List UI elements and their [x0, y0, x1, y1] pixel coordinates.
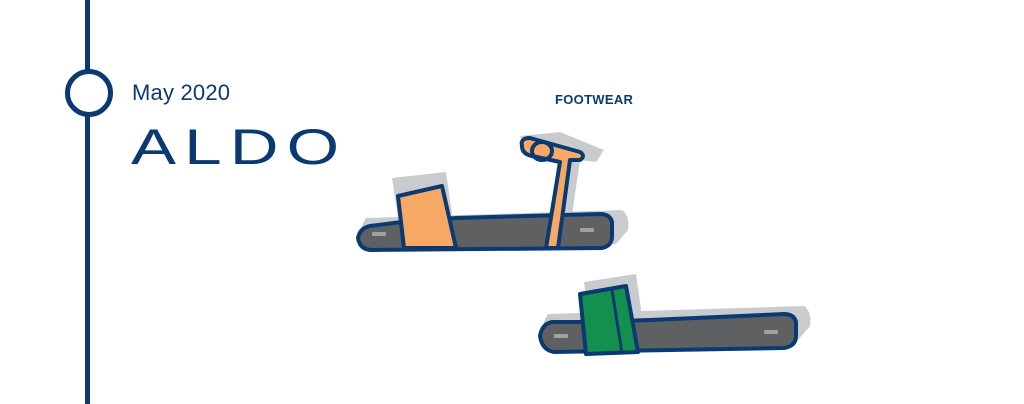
- timeline-node: [65, 69, 113, 117]
- ankle-strap-sandal-illustration: [356, 132, 629, 252]
- category-label: FOOTWEAR: [555, 92, 634, 107]
- timeline-line: [85, 0, 90, 404]
- brand-logo: ALDO: [131, 119, 348, 175]
- timeline-date: May 2020: [132, 80, 231, 105]
- slide-sandal-illustration: [538, 274, 811, 356]
